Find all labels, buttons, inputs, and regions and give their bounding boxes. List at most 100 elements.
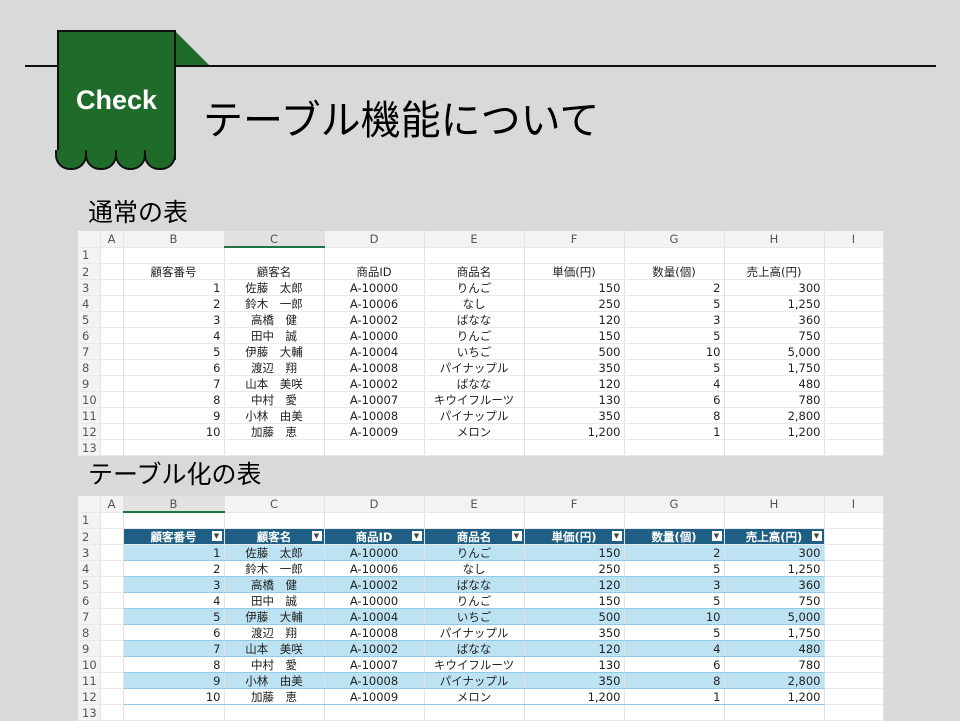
cell[interactable]: A-10009 [324,688,425,705]
cell[interactable]: なし [424,295,525,312]
cell[interactable] [100,423,124,440]
cell[interactable]: りんご [424,327,525,344]
cell[interactable]: 佐藤 太郎 [224,279,325,296]
cell[interactable] [824,263,884,280]
cell[interactable] [100,704,124,721]
cell[interactable] [824,608,884,625]
cell[interactable]: 6 [123,624,225,641]
header-cell[interactable]: 商品ID [324,263,425,280]
cell[interactable]: A-10002 [324,576,425,593]
header-cell[interactable]: 単価(円) ▼ [524,528,625,545]
cell[interactable]: 1,750 [724,359,825,376]
cell[interactable]: 5 [624,560,725,577]
row-header[interactable]: 6 [78,592,101,609]
cell[interactable]: 500 [524,343,625,360]
row-header[interactable]: 4 [78,295,101,312]
cell[interactable]: A-10008 [324,359,425,376]
cell[interactable] [424,439,525,456]
column-header-d[interactable]: D [324,496,425,513]
cell[interactable]: パイナップル [424,407,525,424]
row-header[interactable]: 5 [78,576,101,593]
cell[interactable]: 7 [123,640,225,657]
cell[interactable]: りんご [424,544,525,561]
column-header-f[interactable]: F [524,496,625,513]
cell[interactable]: 4 [624,375,725,392]
cell[interactable]: りんご [424,279,525,296]
column-header-i[interactable]: I [824,496,884,513]
cell[interactable]: 10 [123,688,225,705]
column-header-c[interactable]: C [224,496,325,513]
row-header[interactable]: 11 [78,672,101,689]
cell[interactable]: 1,200 [724,423,825,440]
column-header-f[interactable]: F [524,231,625,248]
row-header[interactable]: 13 [78,704,101,721]
row-header[interactable]: 10 [78,391,101,408]
cell[interactable]: 1,200 [524,423,625,440]
cell[interactable] [324,512,425,529]
column-header-b[interactable]: B [123,231,225,248]
filter-dropdown-icon[interactable]: ▼ [211,531,222,541]
cell[interactable] [824,624,884,641]
cell[interactable] [824,656,884,673]
cell[interactable]: 5 [123,343,225,360]
filter-dropdown-icon[interactable]: ▼ [711,531,722,541]
header-cell[interactable]: 商品ID ▼ [324,528,425,545]
cell[interactable]: 5 [624,359,725,376]
cell[interactable]: キウイフルーツ [424,391,525,408]
cell[interactable]: 9 [123,672,225,689]
cell[interactable] [123,439,225,456]
cell[interactable]: ばなな [424,375,525,392]
cell[interactable] [724,704,825,721]
cell[interactable] [624,512,725,529]
cell[interactable] [824,407,884,424]
cell[interactable] [100,359,124,376]
cell[interactable]: A-10008 [324,407,425,424]
cell[interactable]: 480 [724,375,825,392]
cell[interactable] [824,704,884,721]
cell[interactable]: 伊藤 大輔 [224,343,325,360]
cell[interactable] [824,327,884,344]
cell[interactable] [100,528,124,545]
header-cell[interactable]: 売上高(円) ▼ [724,528,825,545]
cell[interactable] [100,656,124,673]
column-header-e[interactable]: E [424,231,525,248]
select-all-corner[interactable] [78,231,101,248]
cell[interactable]: 8 [624,407,725,424]
cell[interactable]: ばなな [424,576,525,593]
row-header[interactable]: 7 [78,343,101,360]
cell[interactable]: 150 [524,327,625,344]
cell[interactable]: 5 [624,327,725,344]
filter-dropdown-icon[interactable]: ▼ [411,531,422,541]
cell[interactable]: ばなな [424,311,525,328]
row-header[interactable]: 11 [78,407,101,424]
cell[interactable] [824,391,884,408]
cell[interactable]: A-10006 [324,295,425,312]
cell[interactable]: パイナップル [424,359,525,376]
header-cell[interactable]: 顧客番号 [123,263,225,280]
cell[interactable] [824,544,884,561]
cell[interactable]: 5 [624,592,725,609]
header-cell[interactable]: 数量(個) ▼ [624,528,725,545]
filter-dropdown-icon[interactable]: ▼ [811,531,822,541]
filter-dropdown-icon[interactable]: ▼ [511,531,522,541]
cell[interactable] [100,279,124,296]
cell[interactable]: 750 [724,592,825,609]
cell[interactable]: 4 [123,327,225,344]
cell[interactable]: 1 [123,279,225,296]
cell[interactable] [100,512,124,529]
cell[interactable]: 1 [123,544,225,561]
row-header[interactable]: 1 [78,512,101,529]
cell[interactable]: 10 [624,608,725,625]
cell[interactable] [100,560,124,577]
cell[interactable]: りんご [424,592,525,609]
cell[interactable]: 5 [123,608,225,625]
header-cell[interactable]: 商品名 [424,263,525,280]
cell[interactable]: 150 [524,592,625,609]
cell[interactable]: 8 [123,656,225,673]
cell[interactable]: 1,200 [724,688,825,705]
cell[interactable]: 120 [524,375,625,392]
cell[interactable]: A-10008 [324,624,425,641]
cell[interactable]: 2 [624,544,725,561]
cell[interactable] [424,704,525,721]
cell[interactable]: A-10007 [324,391,425,408]
